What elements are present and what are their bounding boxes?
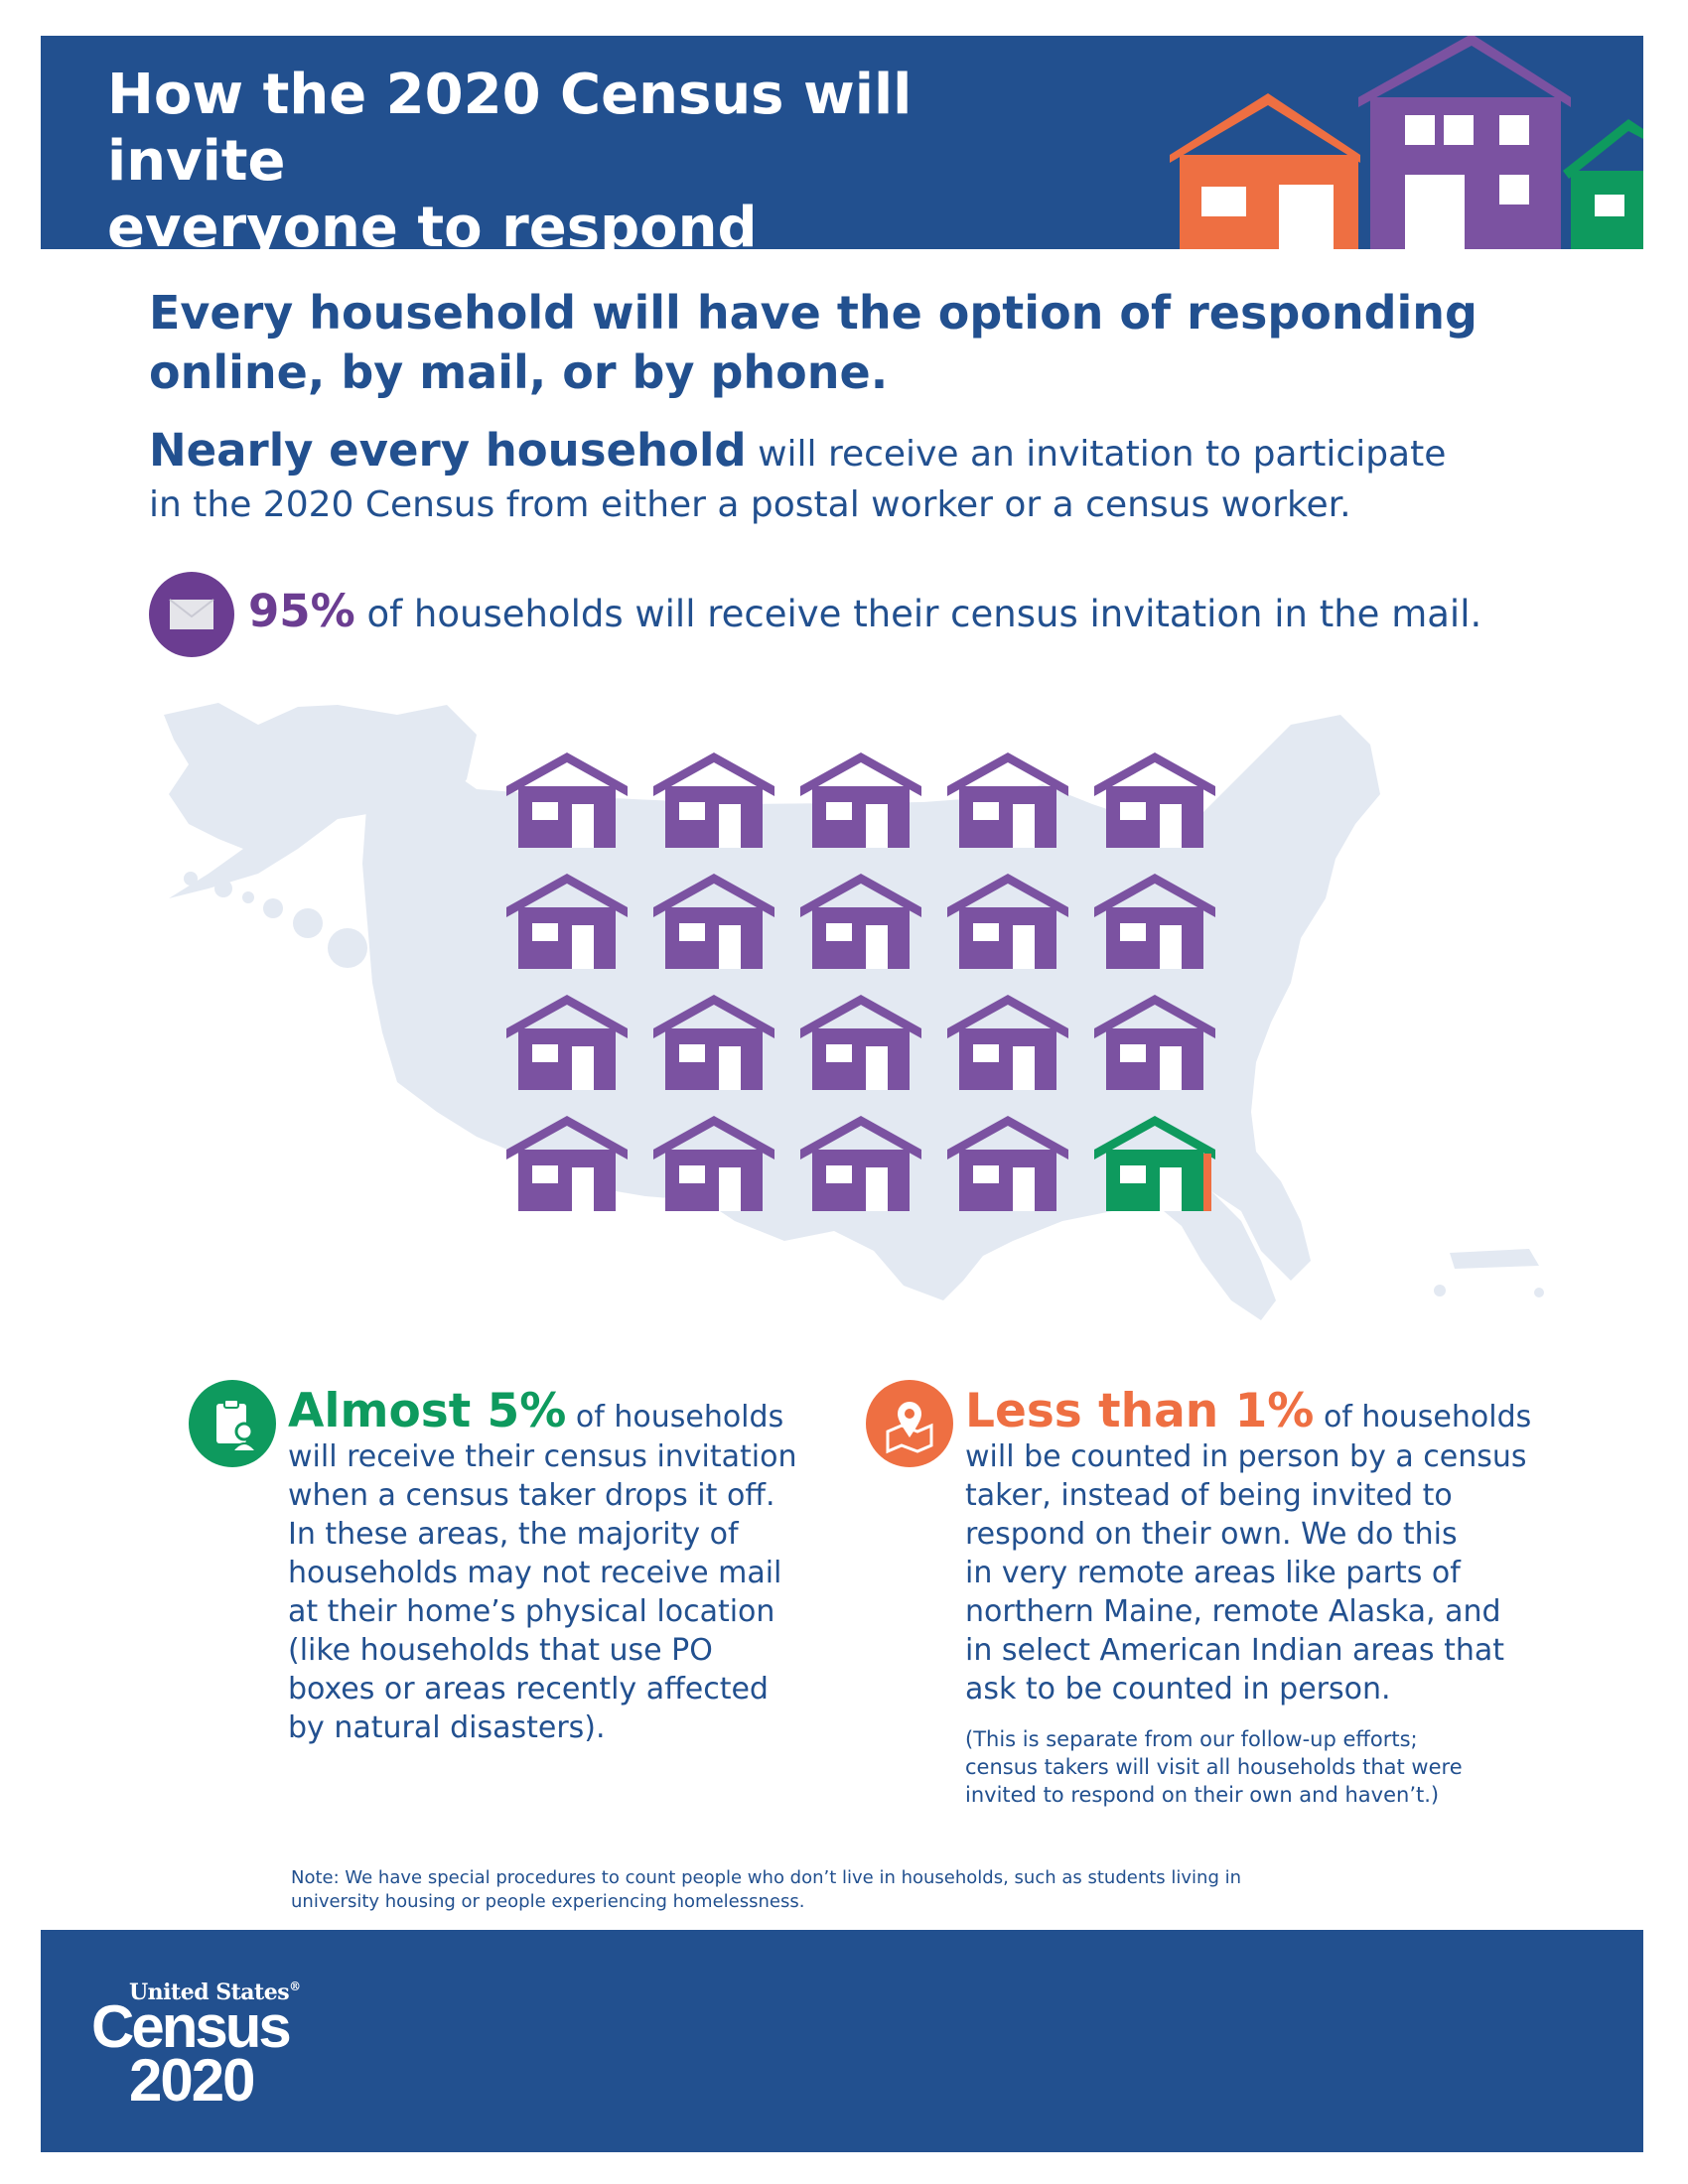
intro-lead: Nearly every household <box>149 424 747 477</box>
page-title-line-1: How the 2020 Census will invite <box>107 63 913 194</box>
in-person-headline-rest: of households <box>1314 1400 1532 1434</box>
orange-house-icon <box>1170 93 1360 249</box>
mail-house-icon <box>506 1116 628 1211</box>
dropoff-house-icon <box>1094 1116 1215 1211</box>
mail-house-icon <box>947 995 1068 1090</box>
clipboard-person-icon <box>189 1380 276 1467</box>
dropoff-line: households may not receive mail <box>288 1556 782 1590</box>
headline: Every household will have the option of … <box>149 283 1589 402</box>
florida-shape <box>1152 1191 1276 1320</box>
mail-house-icon <box>800 1116 921 1211</box>
in-person-column: Less than 1% of households will be count… <box>965 1386 1581 1708</box>
puerto-rico-shape <box>1450 1249 1539 1269</box>
in-person-line: taker, instead of being invited to <box>965 1478 1453 1513</box>
dropoff-column: Almost 5% of households will receive the… <box>288 1386 884 1747</box>
note-line: census takers will visit all households … <box>965 1755 1463 1779</box>
note-line: (This is separate from our follow-up eff… <box>965 1727 1418 1751</box>
dropoff-line: boxes or areas recently affected <box>288 1672 769 1706</box>
logo-year: 2020 <box>129 2047 255 2114</box>
islands-shape <box>1434 1285 1446 1297</box>
intro-paragraph: Nearly every household will receive an i… <box>149 425 1638 530</box>
in-person-line: will be counted in person by a census <box>965 1439 1527 1474</box>
footnote-line-2: university housing or people experiencin… <box>291 1891 805 1912</box>
page-title-line-2: everyone to respond <box>107 196 758 260</box>
mail-house-icon <box>800 874 921 969</box>
headline-line-1: Every household will have the option of … <box>149 286 1477 340</box>
dropoff-line: when a census taker drops it off. <box>288 1478 775 1513</box>
envelope-icon <box>149 572 234 657</box>
mail-house-icon <box>800 752 921 848</box>
mail-stat-text: of households will receive their census … <box>354 593 1482 635</box>
intro-line-2: in the 2020 Census from either a postal … <box>149 484 1351 525</box>
green-house-icon <box>1563 119 1643 249</box>
dropoff-line: by natural disasters). <box>288 1710 606 1745</box>
mail-house-icon <box>947 1116 1068 1211</box>
header-houses-illustration <box>1170 36 1643 249</box>
logo-registered-mark: ® <box>289 1979 301 1993</box>
in-person-line: ask to be counted in person. <box>965 1672 1391 1706</box>
mail-house-icon <box>947 752 1068 848</box>
in-person-line: in select American Indian areas that <box>965 1633 1505 1668</box>
mail-house-icon <box>800 995 921 1090</box>
in-person-headline: Less than 1% <box>965 1384 1315 1438</box>
dropoff-headline-rest: of households <box>566 1400 784 1434</box>
footnote: Note: We have special procedures to coun… <box>291 1866 1383 1914</box>
headline-line-2: online, by mail, or by phone. <box>149 345 889 399</box>
dropoff-line: (like households that use PO <box>288 1633 713 1668</box>
mail-house-icon <box>506 752 628 848</box>
note-line: invited to respond on their own and have… <box>965 1783 1440 1807</box>
mail-house-icon <box>653 874 774 969</box>
mail-house-icon <box>506 874 628 969</box>
mail-house-icon <box>653 1116 774 1211</box>
mail-house-icon <box>1094 995 1215 1090</box>
mail-house-icon <box>1094 752 1215 848</box>
footnote-line-1: Note: We have special procedures to coun… <box>291 1867 1242 1888</box>
hawaii-shape <box>184 872 367 968</box>
mail-house-icon <box>1094 874 1215 969</box>
dropoff-line: will receive their census invitation <box>288 1439 797 1474</box>
dropoff-headline: Almost 5% <box>288 1384 567 1438</box>
census-2020-logo: United States® Census 2020 <box>91 1978 330 2116</box>
in-person-line: in very remote areas like parts of <box>965 1556 1461 1590</box>
in-person-line: northern Maine, remote Alaska, and <box>965 1594 1501 1629</box>
mail-stat: 95% of households will receive their cen… <box>248 582 1638 644</box>
dropoff-line: at their home’s physical location <box>288 1594 775 1629</box>
in-person-sliver <box>1203 1154 1211 1211</box>
map-pin-icon <box>866 1380 953 1467</box>
mail-house-icon <box>653 995 774 1090</box>
mail-percent: 95% <box>248 585 355 637</box>
logo-united-states: United States <box>129 1979 290 2005</box>
dropoff-line: In these areas, the majority of <box>288 1517 739 1552</box>
household-icon-grid <box>506 752 1215 1211</box>
intro-rest: will receive an invitation to participat… <box>746 434 1447 475</box>
footer-banner <box>41 1930 1643 2152</box>
mail-house-icon <box>506 995 628 1090</box>
logo-census: Census <box>91 1993 292 2060</box>
mail-house-icon <box>653 752 774 848</box>
in-person-line: respond on their own. We do this <box>965 1517 1458 1552</box>
page-title: How the 2020 Census will invite everyone… <box>107 62 1100 261</box>
mail-house-icon <box>947 874 1068 969</box>
purple-house-icon <box>1358 36 1571 249</box>
follow-up-note: (This is separate from our follow-up eff… <box>965 1725 1581 1809</box>
alaska-shape <box>164 703 477 898</box>
